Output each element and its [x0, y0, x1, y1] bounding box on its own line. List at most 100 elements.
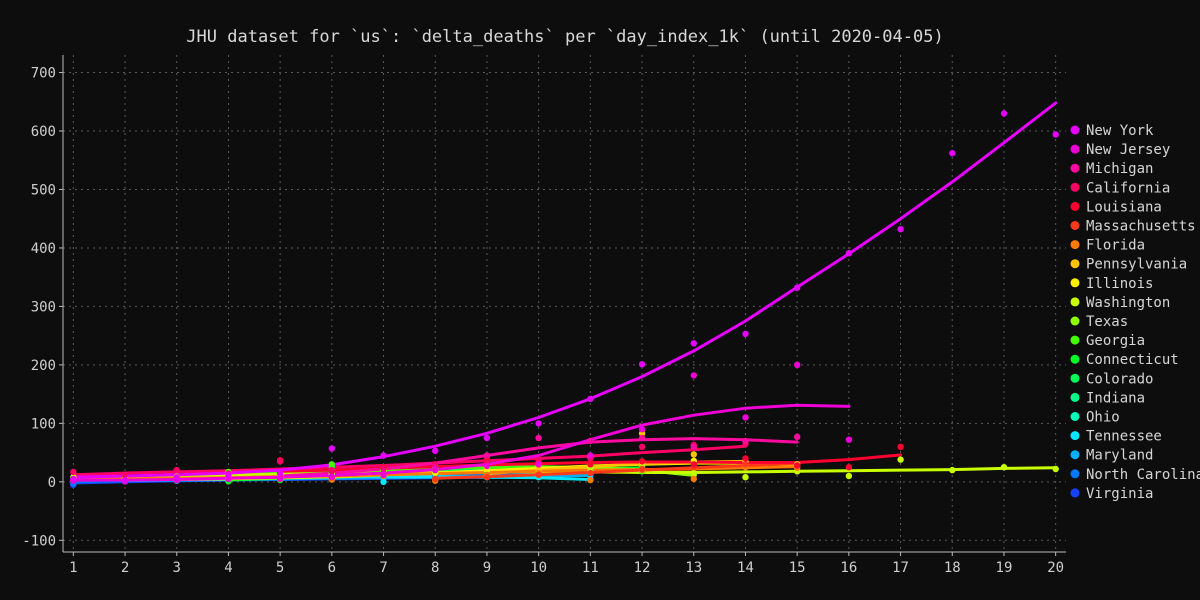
- legend-marker-washington: [1070, 297, 1080, 307]
- data-point-new-york: [742, 330, 749, 338]
- data-point-california: [121, 471, 129, 478]
- data-point-louisiana: [587, 461, 594, 468]
- data-point-washington: [949, 466, 956, 474]
- data-point-new-york: [225, 471, 232, 478]
- y-tick-label: 700: [31, 66, 56, 82]
- data-point-michigan: [794, 433, 801, 440]
- legend-marker-texas: [1070, 316, 1080, 326]
- y-tick-label: 0: [48, 475, 56, 491]
- data-point-florida: [690, 475, 697, 483]
- legend-label-washington: Washington: [1086, 295, 1170, 311]
- legend-marker-massachusetts: [1070, 221, 1080, 230]
- data-point-louisiana: [690, 461, 697, 468]
- x-tick-label: 8: [431, 560, 439, 576]
- data-point-new-york: [587, 395, 594, 402]
- data-point-new-york: [1052, 131, 1059, 138]
- legend-marker-georgia: [1070, 335, 1080, 345]
- y-tick-label: 100: [31, 416, 56, 432]
- data-point-michigan: [690, 443, 697, 450]
- data-point-michigan: [638, 434, 646, 442]
- trend-line-new-york: [71, 101, 1058, 479]
- x-tick-label: 18: [944, 560, 961, 576]
- data-point-michigan: [483, 452, 491, 459]
- data-point-new-york: [173, 474, 180, 481]
- data-point-california: [380, 465, 387, 472]
- legend-marker-north-carolina: [1070, 469, 1080, 479]
- x-tick-label: 7: [379, 560, 387, 576]
- data-point-washington: [897, 456, 904, 463]
- data-point-new-york: [949, 150, 956, 157]
- data-point-new-york: [690, 340, 697, 347]
- x-tick-label: 14: [737, 560, 754, 576]
- data-point-louisiana: [638, 458, 646, 465]
- data-point-louisiana: [742, 455, 749, 462]
- legend-label-new-jersey: New Jersey: [1086, 142, 1170, 158]
- y-tick-label: -100: [22, 533, 56, 549]
- data-point-new-york: [380, 452, 387, 459]
- legend-marker-colorado: [1070, 373, 1080, 383]
- x-tick-label: 16: [840, 560, 857, 576]
- data-point-new-york: [483, 434, 491, 442]
- legend-marker-michigan: [1070, 163, 1080, 173]
- data-point-california: [328, 466, 335, 474]
- legend-label-virginia: Virginia: [1086, 486, 1153, 502]
- legend-label-texas: Texas: [1086, 314, 1128, 330]
- data-point-new-york: [70, 475, 77, 483]
- data-point-new-jersey: [380, 471, 387, 478]
- legend-label-california: California: [1086, 180, 1170, 196]
- data-point-michigan: [742, 437, 749, 445]
- x-tick-label: 4: [224, 560, 232, 576]
- y-tick-label: 200: [31, 358, 56, 374]
- legend-label-colorado: Colorado: [1086, 371, 1153, 387]
- legend-label-new-york: New York: [1086, 123, 1154, 139]
- data-point-louisiana: [794, 462, 801, 469]
- x-tick-label: 17: [892, 560, 909, 576]
- data-point-california: [70, 468, 77, 476]
- axes: 1 2 3 4 5 6 7 8 9 10 11 12 13 14 15 16 17 18 19 20-10001002…: [22, 55, 1066, 576]
- data-point-new-york: [535, 420, 542, 427]
- legend-marker-ohio: [1070, 412, 1080, 421]
- data-point-washington: [845, 472, 853, 480]
- data-point-california: [173, 466, 180, 474]
- data-point-california: [638, 443, 646, 450]
- trend-line-massachusetts: [433, 461, 799, 480]
- data-point-new-york: [276, 469, 284, 477]
- data-point-massachusetts: [483, 474, 491, 481]
- data-point-new-jersey: [328, 473, 335, 480]
- data-point-new-york: [328, 445, 335, 452]
- data-point-louisiana: [845, 464, 853, 471]
- legend-marker-connecticut: [1070, 354, 1080, 364]
- legend-label-connecticut: Connecticut: [1086, 352, 1179, 368]
- data-point-new-jersey: [535, 461, 542, 468]
- data-points: [70, 110, 1059, 488]
- trend-line-michigan: [278, 437, 799, 478]
- x-tick-label: 3: [173, 560, 181, 576]
- legend-label-michigan: Michigan: [1086, 161, 1153, 177]
- legend-marker-indiana: [1070, 392, 1080, 402]
- legend-label-pennsylvania: Pennsylvania: [1086, 257, 1187, 273]
- data-point-new-york: [845, 250, 853, 257]
- data-point-washington: [1000, 464, 1008, 471]
- data-point-new-york: [1000, 110, 1008, 117]
- legend-label-tennessee: Tennessee: [1086, 429, 1162, 445]
- legend-label-maryland: Maryland: [1086, 448, 1153, 464]
- data-point-new-york: [432, 447, 439, 454]
- legend-marker-louisiana: [1070, 201, 1080, 211]
- x-tick-label: 19: [996, 560, 1013, 576]
- x-tick-label: 11: [582, 560, 599, 576]
- y-tick-label: 600: [31, 124, 56, 140]
- x-tick-label: 12: [634, 560, 651, 576]
- y-tick-label: 300: [31, 299, 56, 315]
- x-tick-label: 20: [1047, 560, 1064, 576]
- data-point-new-jersey: [845, 436, 853, 443]
- legend-marker-virginia: [1070, 488, 1080, 498]
- data-point-new-jersey: [638, 426, 646, 433]
- trend-line-new-jersey: [71, 403, 851, 482]
- legend-label-louisiana: Louisiana: [1086, 199, 1162, 215]
- data-point-tennessee: [380, 478, 387, 485]
- x-tick-label: 5: [276, 560, 284, 576]
- legend-label-illinois: Illinois: [1086, 276, 1153, 292]
- data-point-michigan: [587, 437, 594, 445]
- data-point-massachusetts: [535, 471, 542, 478]
